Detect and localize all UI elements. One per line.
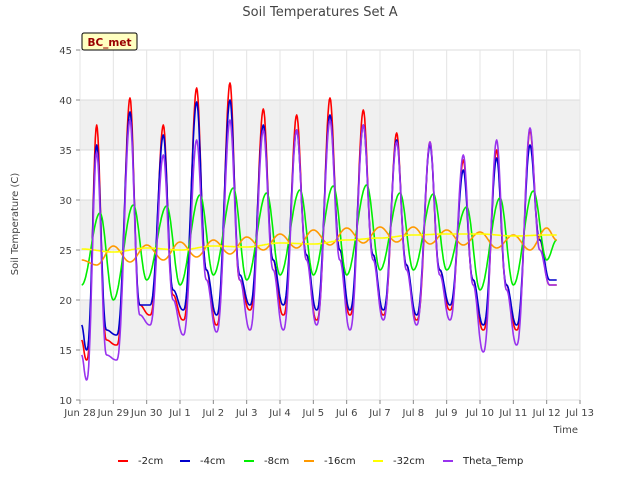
x-tick-label: Jun 30 [130, 408, 163, 419]
x-tick-label: Jul 7 [368, 408, 391, 419]
station-label-bg [81, 32, 138, 51]
y-tick-label: 40 [59, 96, 72, 107]
station-label: BC_met [87, 37, 131, 49]
x-tick-label: Jul 1 [168, 408, 191, 419]
x-tick-label: Jul 13 [565, 408, 594, 419]
legend-label: -4cm [200, 456, 225, 467]
x-tick-label: Jul 5 [302, 408, 325, 419]
y-tick-label: 30 [59, 196, 72, 207]
y-axis-label: Soil Temperature (C) [10, 173, 21, 276]
plot-band [80, 300, 580, 350]
x-tick-label: Jul 6 [335, 408, 358, 419]
legend-label: -16cm [324, 456, 356, 467]
x-tick-label: Jul 10 [465, 408, 494, 419]
x-tick-label: Jul 12 [532, 408, 561, 419]
x-axis-label: Time [553, 425, 578, 436]
series-line--32cm [81, 233, 557, 253]
legend-label: -32cm [393, 456, 425, 467]
x-tick-label: Jun 29 [97, 408, 130, 419]
y-tick-label: 25 [59, 246, 72, 257]
x-tick-label: Jul 11 [498, 408, 527, 419]
x-tick-label: Jul 4 [268, 408, 291, 419]
series-lines [80, 82, 557, 381]
y-tick-label: 35 [59, 146, 72, 157]
station-label-box: BC_met [81, 32, 138, 51]
y-tick-label: 15 [59, 346, 72, 357]
legend: -2cm -4cm -8cm -16cm -32cm Theta_Temp [118, 456, 523, 467]
y-axis-ticks: 10 15 20 25 30 35 40 45 [59, 46, 80, 407]
y-tick-label: 20 [59, 296, 72, 307]
x-tick-label: Jul 8 [402, 408, 425, 419]
y-tick-label: 45 [59, 46, 72, 57]
series-line--16cm [81, 226, 557, 266]
legend-label: Theta_Temp [462, 456, 523, 467]
x-tick-label: Jun 28 [63, 408, 96, 419]
chart-title: Soil Temperatures Set A [242, 5, 397, 20]
x-tick-label: Jul 3 [235, 408, 258, 419]
y-tick-label: 10 [59, 396, 72, 407]
x-tick-label: Jul 2 [202, 408, 225, 419]
series-line--8cm [81, 184, 557, 301]
series-line--4cm [80, 99, 557, 351]
gridlines [79, 49, 581, 401]
x-axis-ticks: Jun 28 Jun 29 Jun 30 Jul 1 Jul 2 Jul 3 Jul 4 Ju… [63, 400, 594, 419]
plot-area [80, 50, 580, 400]
plot-band [80, 100, 580, 150]
x-tick-label: Jul 9 [435, 408, 458, 419]
series-line-theta-temp [80, 119, 557, 381]
legend-label: -2cm [138, 456, 163, 467]
legend-label: -8cm [264, 456, 289, 467]
